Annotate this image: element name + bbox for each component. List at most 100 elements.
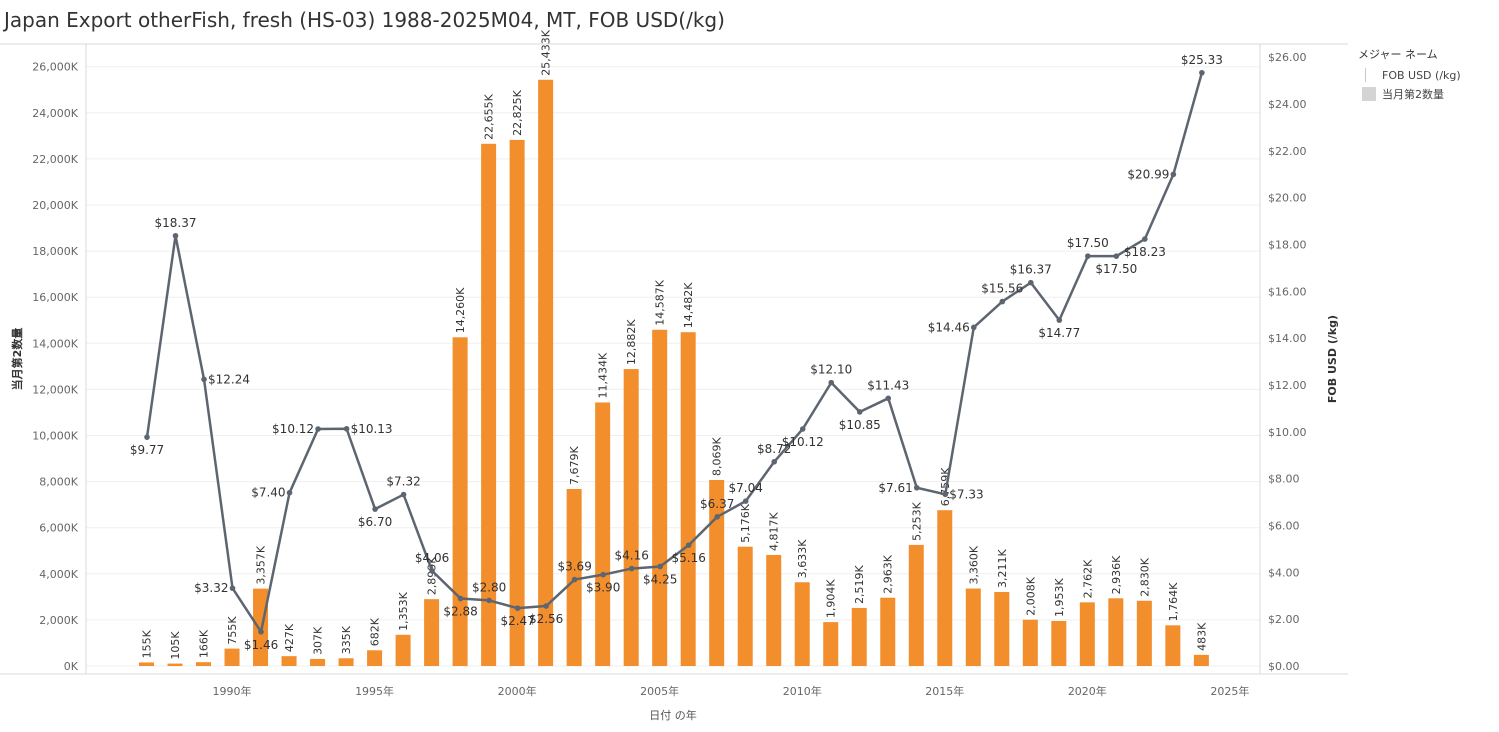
y2-tick-label: $10.00 [1268,426,1307,439]
fob-point[interactable] [742,498,749,504]
bar[interactable] [395,634,411,666]
bar[interactable] [310,658,326,666]
bar[interactable] [880,597,896,666]
fob-point[interactable] [714,514,720,520]
bar[interactable] [224,648,240,666]
fob-point[interactable] [600,571,606,578]
fob-line [145,72,1204,634]
bar[interactable] [509,139,525,667]
fob-point[interactable] [201,376,207,383]
legend-item-quantity[interactable]: 当月第2数量 [1362,86,1461,102]
bar-label: 2,830K [1138,557,1151,596]
x-tick-label: 2015年 [925,684,964,698]
bar[interactable] [623,369,639,666]
bar[interactable] [1022,619,1038,666]
bar[interactable] [937,510,953,666]
fob-label: $14.46 [928,320,970,334]
fob-label: $2.80 [472,580,506,594]
fob-point[interactable] [372,506,378,512]
bar[interactable] [424,599,440,666]
fob-point[interactable] [1199,69,1205,76]
fob-point[interactable] [1170,171,1177,178]
bar-label: 3,211K [996,548,1009,587]
bar-label: 1,353K [397,591,410,630]
fob-point[interactable] [1085,253,1091,259]
fob-point[interactable] [771,458,778,465]
fob-point[interactable] [486,597,492,604]
fob-point[interactable] [970,324,977,331]
fob-label: $14.77 [1038,326,1080,340]
fob-point[interactable] [343,425,350,432]
bar[interactable] [139,662,154,666]
bar[interactable] [794,582,810,666]
fob-label: $3.69 [557,560,591,574]
bar[interactable] [367,650,383,666]
bar[interactable] [823,622,839,666]
fob-point[interactable] [1113,253,1120,259]
bar[interactable] [766,554,782,666]
y-tick-label: 14,000K [32,337,78,350]
bar-label: 1,953K [1053,577,1066,616]
bar[interactable] [1193,654,1209,666]
fob-point[interactable] [885,395,892,402]
fob-point[interactable] [828,379,835,386]
bar[interactable] [652,329,668,666]
bar[interactable] [851,607,867,666]
bar[interactable] [1108,598,1124,666]
bar[interactable] [167,663,183,666]
bar[interactable] [281,656,297,666]
fob-point[interactable] [856,409,863,415]
bar[interactable] [452,337,468,666]
bar[interactable] [680,332,696,666]
fob-point[interactable] [229,585,236,592]
bar[interactable] [538,79,554,666]
fob-point[interactable] [685,542,692,548]
fob-point[interactable] [628,565,635,572]
fob-point[interactable] [514,605,521,611]
fob-point[interactable] [400,491,407,498]
bar[interactable] [196,662,212,666]
fob-point[interactable] [315,426,321,432]
fob-point[interactable] [571,576,578,583]
fob-point[interactable] [543,603,549,609]
bar[interactable] [908,544,924,666]
bar[interactable] [253,588,269,666]
fob-point[interactable] [258,629,264,635]
fob-point[interactable] [799,426,806,432]
bar[interactable] [481,143,497,666]
bar-label: 2,762K [1081,559,1094,598]
bar-label: 4,817K [768,511,781,550]
fob-point[interactable] [999,298,1006,305]
fob-point[interactable] [144,434,150,440]
bar[interactable] [709,480,725,666]
bar-label: 1,764K [1167,582,1180,621]
bar[interactable] [1136,600,1152,666]
fob-label: $10.13 [351,422,393,436]
fob-point[interactable] [429,568,435,574]
fob-point[interactable] [657,563,663,570]
fob-point[interactable] [286,489,293,496]
fob-label: $1.46 [244,638,278,652]
fob-label: $7.40 [251,486,285,500]
bar[interactable] [1079,602,1095,666]
legend-item-fob[interactable]: FOB USD (/kg) [1362,67,1461,83]
bar[interactable] [1051,620,1067,666]
bar[interactable] [338,658,354,666]
y2-tick-label: $12.00 [1268,379,1307,392]
bar[interactable] [965,588,981,666]
fob-point[interactable] [942,491,949,498]
fob-point[interactable] [1142,236,1148,242]
fob-point[interactable] [913,484,920,491]
bar[interactable] [595,402,611,666]
bar[interactable] [737,546,753,666]
fob-point[interactable] [1056,317,1063,323]
fob-label: $6.70 [358,515,392,529]
fob-point[interactable] [1028,279,1034,286]
bar-label: 155K [141,629,154,658]
bar[interactable] [1165,625,1181,666]
fob-point[interactable] [172,232,179,239]
bar-label: 12,882K [625,319,638,365]
bar[interactable] [994,591,1010,666]
fob-point[interactable] [457,595,464,602]
